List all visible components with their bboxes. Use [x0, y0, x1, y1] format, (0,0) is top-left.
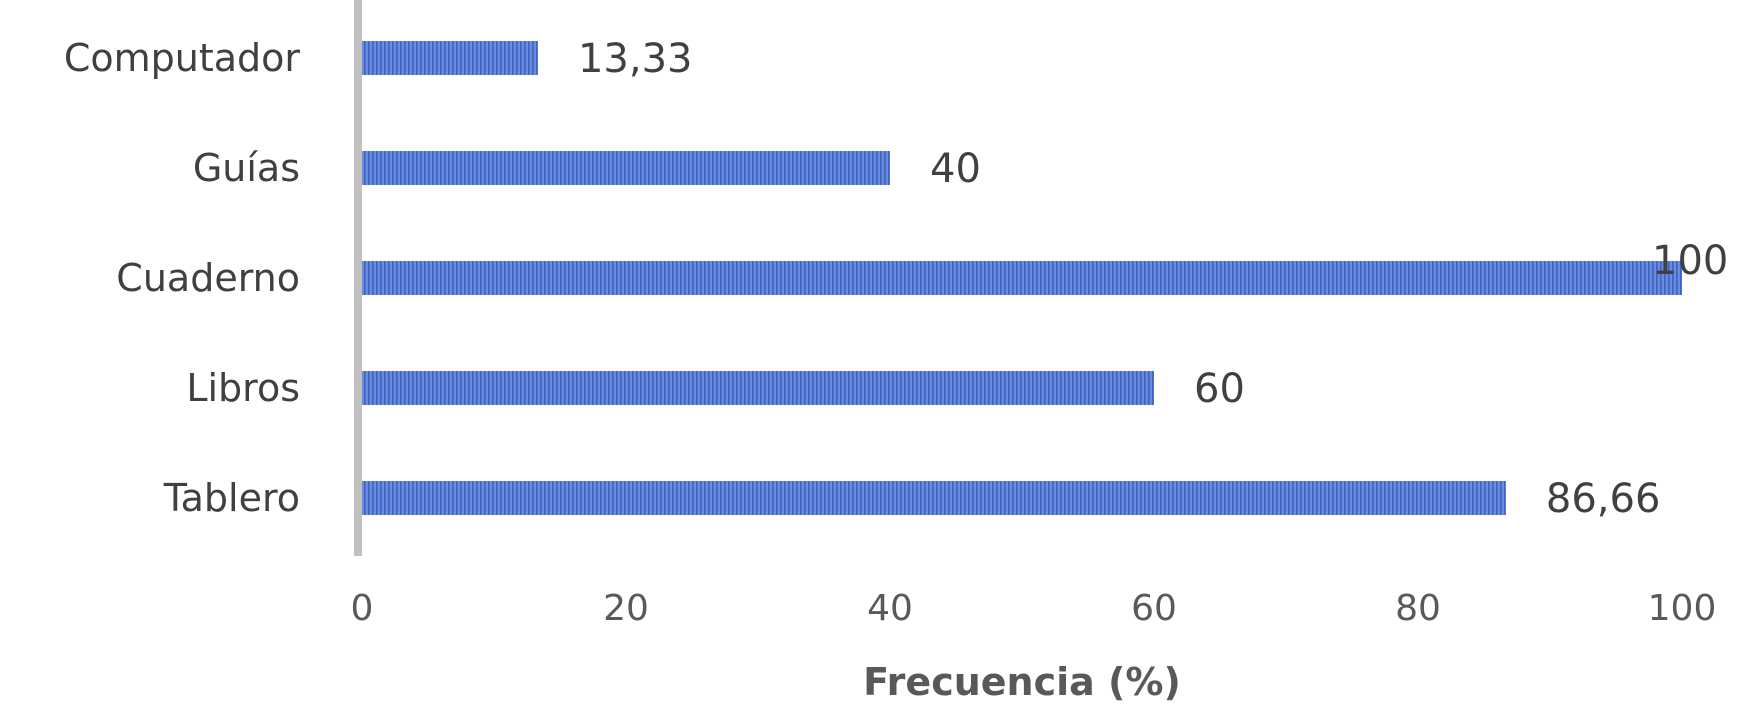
data-label: 60	[1194, 366, 1245, 412]
category-label: Guías	[193, 146, 300, 190]
x-tick-label: 0	[351, 588, 374, 629]
data-label: 86,66	[1546, 476, 1661, 522]
category-label: Libros	[186, 366, 300, 410]
category-label: Computador	[64, 36, 301, 80]
category-label: Cuaderno	[116, 256, 300, 300]
x-tick-labels: 0 20 40 60 80 100	[351, 588, 1717, 629]
x-tick-label: 40	[867, 588, 913, 629]
category-label: Tablero	[163, 476, 300, 520]
bar	[362, 151, 890, 185]
x-tick-label: 80	[1395, 588, 1441, 629]
category-labels: Computador Guías Cuaderno Libros Tablero	[64, 36, 301, 520]
y-axis-line	[354, 0, 362, 556]
bar	[362, 261, 1682, 295]
data-label: 13,33	[578, 36, 693, 82]
data-label: 100	[1652, 238, 1728, 284]
bar	[362, 481, 1506, 515]
x-tick-label: 100	[1648, 588, 1717, 629]
x-tick-label: 20	[603, 588, 649, 629]
data-labels: 13,33 40 100 60 86,66	[578, 36, 1728, 522]
bar	[362, 41, 538, 75]
x-tick-label: 60	[1131, 588, 1177, 629]
bar	[362, 371, 1154, 405]
x-axis-title: Frecuencia (%)	[863, 660, 1181, 704]
data-label: 40	[930, 146, 981, 192]
bars-layer	[362, 41, 1682, 515]
